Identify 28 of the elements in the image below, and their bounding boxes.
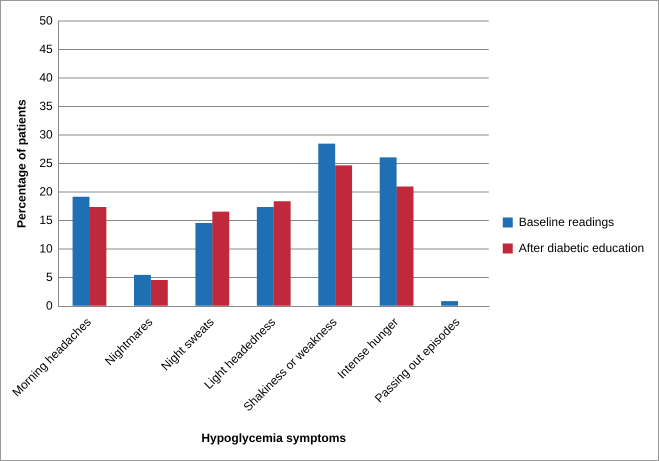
bar [380,157,397,306]
bar [212,212,230,306]
bar [134,274,151,306]
bar [274,201,291,306]
y-tick-label: 30 [39,127,54,142]
y-axis-title: Percentage of patients [14,98,29,228]
y-tick-label: 0 [46,298,54,313]
bar [89,207,106,306]
y-tick-label: 10 [39,242,54,256]
bar [335,165,352,306]
legend-label: Baseline readings [518,214,614,229]
x-axis-title: Hypoglycemia symptoms [201,431,346,446]
bar [318,144,336,306]
y-tick-label: 5 [46,270,54,284]
bar [396,186,414,306]
bar [256,207,274,306]
legend-label: After diabetic education [518,240,644,255]
y-tick-label: 50 [39,13,54,28]
y-tick-label: 20 [39,184,54,198]
y-tick-label: 40 [39,70,54,84]
bar [72,196,90,306]
y-tick-label: 35 [39,98,54,113]
y-tick-label: 25 [39,156,54,170]
bar [150,280,168,306]
bar [195,222,212,306]
y-tick-label: 15 [39,213,54,228]
y-tick-label: 45 [39,42,54,56]
bar [441,301,458,306]
